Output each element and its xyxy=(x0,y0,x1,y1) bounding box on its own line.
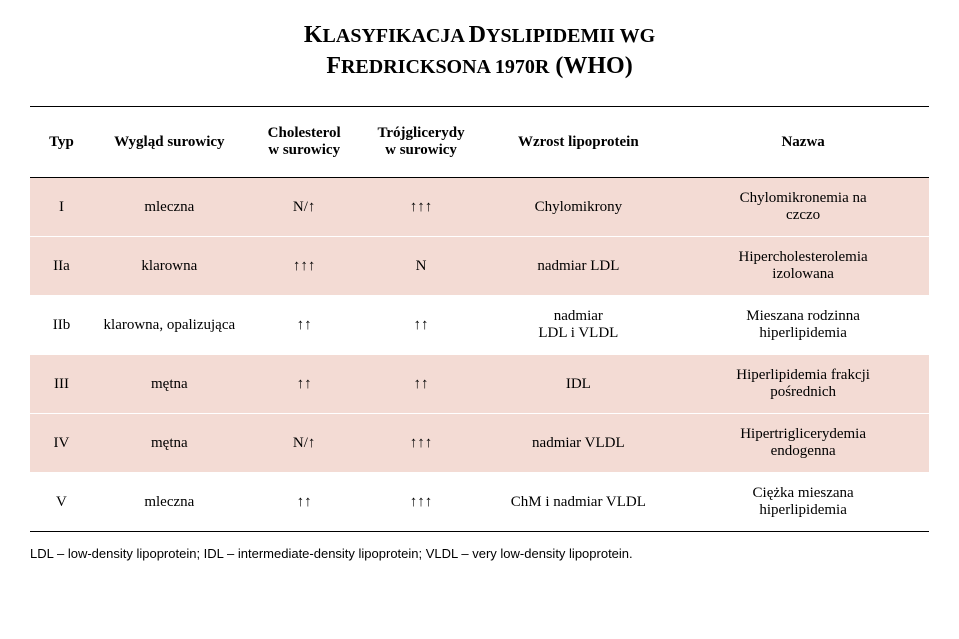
cell-nazwa: Chylomikronemia naczczo xyxy=(677,178,929,237)
cell-wzrost: nadmiarLDL i VLDL xyxy=(479,296,677,355)
table-header-row: Typ Wygląd surowicy Cholesterolw surowic… xyxy=(30,107,929,178)
cell-wyglad: mleczna xyxy=(93,473,246,532)
cell-typ: V xyxy=(30,473,93,532)
document-title: KLASYFIKACJA DYSLIPIDEMII WG FREDRICKSON… xyxy=(30,20,929,82)
cell-tg: ↑↑↑ xyxy=(363,178,480,237)
cell-wyglad: klarowna, opalizująca xyxy=(93,296,246,355)
cell-tg: N xyxy=(363,237,480,296)
title-line2: FREDRICKSONA 1970R (WHO) xyxy=(326,53,632,79)
cell-wzrost: nadmiar VLDL xyxy=(479,414,677,473)
cell-typ: IV xyxy=(30,414,93,473)
col-nazwa: Nazwa xyxy=(677,107,929,178)
col-typ: Typ xyxy=(30,107,93,178)
cell-wyglad: klarowna xyxy=(93,237,246,296)
cell-chol: N/↑ xyxy=(246,414,363,473)
cell-wzrost: ChM i nadmiar VLDL xyxy=(479,473,677,532)
cell-nazwa: Hipertriglicerydemiaendogenna xyxy=(677,414,929,473)
cell-chol: ↑↑ xyxy=(246,355,363,414)
table-row: IIb klarowna, opalizująca ↑↑ ↑↑ nadmiarL… xyxy=(30,296,929,355)
table-row: V mleczna ↑↑ ↑↑↑ ChM i nadmiar VLDL Cięż… xyxy=(30,473,929,532)
cell-typ: III xyxy=(30,355,93,414)
table-row: III mętna ↑↑ ↑↑ IDL Hiperlipidemia frakc… xyxy=(30,355,929,414)
cell-typ: I xyxy=(30,178,93,237)
table-row: IV mętna N/↑ ↑↑↑ nadmiar VLDL Hipertrigl… xyxy=(30,414,929,473)
cell-wzrost: Chylomikrony xyxy=(479,178,677,237)
cell-wyglad: mętna xyxy=(93,414,246,473)
cell-chol: ↑↑ xyxy=(246,473,363,532)
cell-wzrost: nadmiar LDL xyxy=(479,237,677,296)
table-row: IIa klarowna ↑↑↑ N nadmiar LDL Hiperchol… xyxy=(30,237,929,296)
cell-tg: ↑↑ xyxy=(363,296,480,355)
cell-chol: N/↑ xyxy=(246,178,363,237)
col-chol: Cholesterolw surowicy xyxy=(246,107,363,178)
col-wzrost: Wzrost lipoprotein xyxy=(479,107,677,178)
cell-nazwa: Mieszana rodzinnahiperlipidemia xyxy=(677,296,929,355)
table-row: I mleczna N/↑ ↑↑↑ Chylomikrony Chylomikr… xyxy=(30,178,929,237)
cell-tg: ↑↑↑ xyxy=(363,414,480,473)
footnote: LDL – low-density lipoprotein; IDL – int… xyxy=(30,546,929,561)
cell-tg: ↑↑ xyxy=(363,355,480,414)
cell-nazwa: Hiperlipidemia frakcjipośrednich xyxy=(677,355,929,414)
cell-nazwa: Hipercholesterolemiaizolowana xyxy=(677,237,929,296)
cell-tg: ↑↑↑ xyxy=(363,473,480,532)
cell-chol: ↑↑↑ xyxy=(246,237,363,296)
cell-typ: IIa xyxy=(30,237,93,296)
col-wyglad: Wygląd surowicy xyxy=(93,107,246,178)
classification-table: Typ Wygląd surowicy Cholesterolw surowic… xyxy=(30,106,929,532)
cell-chol: ↑↑ xyxy=(246,296,363,355)
cell-nazwa: Ciężka mieszanahiperlipidemia xyxy=(677,473,929,532)
cell-typ: IIb xyxy=(30,296,93,355)
title-line1: KLASYFIKACJA DYSLIPIDEMII WG xyxy=(304,22,655,48)
cell-wzrost: IDL xyxy=(479,355,677,414)
cell-wyglad: mleczna xyxy=(93,178,246,237)
col-tg: Trójglicerydyw surowicy xyxy=(363,107,480,178)
cell-wyglad: mętna xyxy=(93,355,246,414)
